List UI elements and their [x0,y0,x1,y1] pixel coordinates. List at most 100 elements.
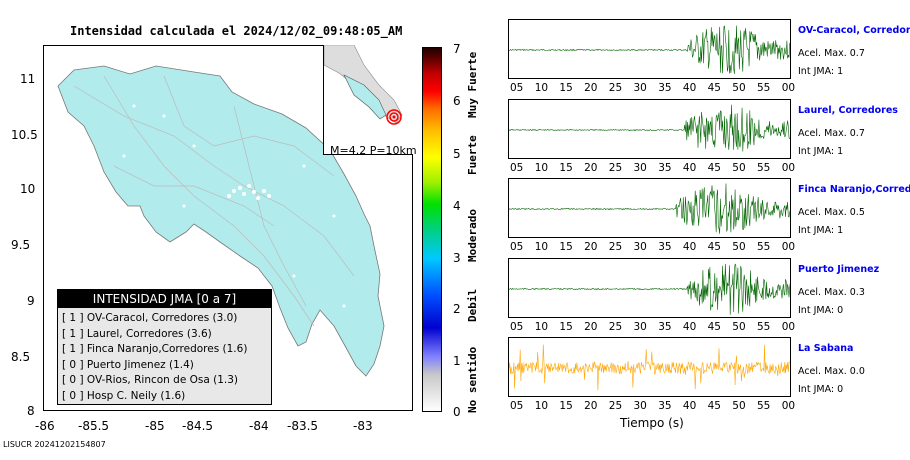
time-tick: 30 [633,162,647,174]
time-tick: 40 [682,400,697,412]
station-acel: Acel. Max. 0.7 [798,48,865,59]
station-name: OV-Caracol, Corredores [798,25,910,36]
y-tick: 9.5 [11,238,31,252]
time-tick: 15 [559,321,573,333]
time-tick: 15 [559,241,573,253]
time-tick: 20 [584,321,598,333]
time-tick: 45 [707,400,721,412]
time-tick: 20 [584,82,598,94]
x-tick: -84.5 [182,419,214,433]
station-acel: Acel. Max. 0.5 [798,207,865,218]
colorbar-label: Muy Fuerte [466,51,479,118]
time-tick: 40 [682,321,697,333]
time-tick: 20 [584,162,598,174]
time-tick: 20 [584,241,598,253]
time-tick: 35 [658,400,672,412]
time-tick: 45 [707,241,721,253]
time-tick: 30 [633,400,647,412]
colorbar-tick: 2 [453,302,461,316]
time-tick: 00 [781,321,796,333]
time-tick: 35 [658,162,672,174]
inset-map [323,45,413,155]
time-tick: 40 [682,241,697,253]
time-tick: 35 [658,241,672,253]
legend-item: [ 0 ] Puerto Jimenez (1.4) [62,358,194,371]
time-tick: 05 [510,321,524,333]
time-tick: 45 [707,162,721,174]
station-jma: Int JMA: 1 [798,225,844,236]
time-tick: 50 [732,82,746,94]
station-jma: Int JMA: 1 [798,146,844,157]
time-tick: 10 [534,241,549,253]
time-tick: 45 [707,82,721,94]
time-tick: 50 [732,321,746,333]
time-tick: 45 [707,321,721,333]
colorbar-tick: 1 [453,354,461,368]
time-tick: 05 [510,241,524,253]
time-tick: 25 [608,321,623,333]
x-tick: -83.5 [287,419,319,433]
time-tick: 05 [510,400,524,412]
legend-item: [ 0 ] Hosp C. Neily (1.6) [62,389,186,402]
time-tick: 50 [732,400,746,412]
x-tick: -84 [249,419,269,433]
waveform-trace [508,178,791,238]
station-acel: Acel. Max. 0.7 [798,128,865,139]
footer-id: LISUCR 20241202154807 [3,440,106,449]
time-tick: 25 [608,82,623,94]
y-tick: 11 [20,72,36,86]
waveform-trace [508,99,791,159]
station-jma: Int JMA: 1 [798,66,844,77]
time-tick: 40 [682,162,697,174]
time-tick: 15 [559,82,573,94]
time-tick: 10 [534,82,549,94]
time-tick: 30 [633,82,647,94]
time-tick: 30 [633,321,647,333]
time-tick: 15 [559,400,573,412]
colorbar-label: Moderado [466,209,479,262]
station-acel: Acel. Max. 0.0 [798,366,865,377]
station-name: Puerto Jimenez [798,264,880,275]
time-tick: 00 [781,82,796,94]
time-tick: 55 [757,241,771,253]
time-tick: 35 [658,82,672,94]
colorbar-label: No sentido [466,346,479,413]
station-acel: Acel. Max. 0.3 [798,287,865,298]
time-tick: 55 [757,82,771,94]
costa-rica-landmass [57,65,385,377]
legend-title: INTENSIDAD JMA [0 a 7] [58,290,271,308]
y-tick: 10.5 [11,128,38,142]
x-tick: -86 [35,419,55,433]
station-name: Laurel, Corredores [798,105,898,116]
time-tick: 55 [757,400,771,412]
colorbar-tick: 6 [453,94,461,108]
intensity-colorbar [422,47,442,412]
inset-caption: M=4.2 P=10km [330,144,417,157]
x-tick: -83 [353,419,373,433]
time-tick: 30 [633,241,647,253]
time-tick: 25 [608,241,623,253]
time-tick: 00 [781,400,796,412]
time-tick: 40 [682,82,697,94]
legend-item: [ 1 ] Laurel, Corredores (3.6) [62,327,212,340]
y-tick: 8 [27,404,35,418]
colorbar-label: Debil [466,288,479,322]
y-tick: 10 [20,182,36,196]
time-tick: 10 [534,321,549,333]
colorbar-tick: 5 [453,147,461,161]
y-tick: 9 [27,294,35,308]
time-tick: 00 [781,162,796,174]
time-tick: 15 [559,162,573,174]
station-jma: Int JMA: 0 [798,305,844,316]
time-tick: 10 [534,400,549,412]
time-tick: 25 [608,162,623,174]
epicenter-marker [386,109,402,125]
time-tick: 55 [757,321,771,333]
time-tick: 10 [534,162,549,174]
colorbar-tick: 4 [453,199,461,213]
intensity-legend: INTENSIDAD JMA [0 a 7] [ 1 ] OV-Caracol,… [57,289,272,405]
time-tick: 50 [732,241,746,253]
x-tick: -85.5 [78,419,110,433]
colorbar-tick: 7 [453,42,461,56]
colorbar-label: Fuerte [466,135,479,175]
